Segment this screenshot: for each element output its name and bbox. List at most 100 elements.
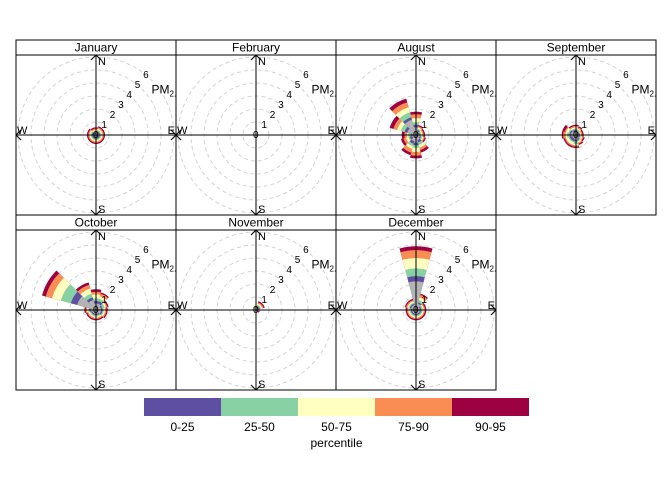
radial-tick-label: 5: [615, 80, 621, 91]
radial-tick-label: 2: [430, 110, 436, 121]
rose-wedge-mean: [93, 310, 96, 314]
rose-wedge-mean: [416, 131, 419, 135]
rose-wedge-mean: [570, 131, 576, 135]
compass-w: W: [497, 125, 508, 137]
legend: 0-25 25-50 50-75 75-90 90-95 percentile: [144, 398, 529, 450]
rose-wedge-mean: [572, 135, 576, 138]
compass-w: W: [17, 125, 28, 137]
radial-tick-label: 3: [438, 275, 444, 286]
radial-tick-label: 4: [286, 90, 292, 101]
compass-w: W: [17, 300, 28, 312]
arrow-north: [410, 55, 422, 61]
arrow-west: [336, 129, 342, 141]
panel-title: September: [547, 41, 606, 55]
radial-variable-label: PM2.5: [152, 82, 182, 98]
radial-variable-label: PM2.5: [472, 257, 502, 273]
radial-tick-label: 0: [253, 305, 259, 316]
radial-tick-label: 6: [463, 70, 469, 81]
arrow-east: [490, 129, 496, 141]
compass-e: E: [488, 125, 495, 137]
radial-tick-label: 0: [413, 130, 419, 141]
radial-tick-label: 6: [143, 245, 149, 256]
arrow-west: [16, 129, 22, 141]
rose-wedge-mean: [96, 310, 102, 314]
radial-variable-label: PM2.5: [152, 257, 182, 273]
radial-tick-label: 1: [101, 295, 107, 306]
rose-wedge-mean: [407, 128, 416, 135]
rose-wedge-mean: [573, 131, 576, 135]
arrow-east: [490, 304, 496, 316]
compass-e: E: [328, 125, 335, 137]
radial-tick-label: 2: [590, 110, 596, 121]
arrow-north: [570, 55, 582, 61]
arrow-south: [570, 209, 582, 215]
radial-tick-label: 0: [93, 305, 99, 316]
radial-tick-label: 3: [598, 100, 604, 111]
radial-tick-label: 2: [270, 110, 276, 121]
rose-wedge-mean: [404, 119, 416, 135]
radial-variable-label: PM2.5: [312, 257, 342, 273]
arrow-south: [410, 209, 422, 215]
radial-tick-label: 4: [126, 90, 132, 101]
radial-tick-label: 2: [110, 110, 116, 121]
arrow-north: [250, 230, 262, 236]
rose-wedge-mean: [96, 303, 101, 310]
rose-wedge-mean: [573, 135, 576, 139]
compass-w: W: [177, 125, 188, 137]
arrow-south: [250, 209, 262, 215]
compass-s: S: [578, 204, 585, 216]
panel-title: October: [75, 216, 118, 230]
compass-n: N: [418, 231, 426, 243]
legend-label: 90-95: [475, 420, 506, 434]
compass-e: E: [168, 125, 175, 137]
panel-title: December: [388, 216, 443, 230]
radial-tick-label: 1: [421, 120, 427, 131]
arrow-south: [250, 384, 262, 390]
arrow-north: [250, 55, 262, 61]
panel-title: August: [397, 41, 435, 55]
radial-tick-label: 1: [261, 295, 267, 306]
rose-wedge-mean: [416, 303, 421, 310]
radial-variable-label: PM2.5: [312, 82, 342, 98]
radial-tick-label: 2: [110, 285, 116, 296]
rose-wedge-mean: [92, 310, 96, 313]
arrow-south: [90, 209, 102, 215]
radial-tick-label: 4: [606, 90, 612, 101]
radial-tick-label: 5: [135, 80, 141, 91]
radial-variable-label: PM2.5: [632, 82, 662, 98]
radial-tick-label: 0: [413, 305, 419, 316]
arrow-east: [650, 129, 656, 141]
radial-tick-label: 1: [101, 120, 107, 131]
legend-title: percentile: [310, 436, 362, 450]
compass-s: S: [258, 204, 265, 216]
legend-swatch: [144, 398, 221, 416]
radial-tick-label: 6: [143, 70, 149, 81]
rose-wedge-mean: [416, 135, 420, 141]
compass-e: E: [488, 300, 495, 312]
compass-s: S: [258, 379, 265, 391]
radial-tick-label: 5: [455, 255, 461, 266]
legend-label: 25-50: [244, 420, 275, 434]
panel-title: February: [232, 41, 280, 55]
arrow-east: [170, 129, 176, 141]
compass-w: W: [337, 125, 348, 137]
arrow-south: [410, 384, 422, 390]
rose-wedge-mean: [77, 296, 96, 310]
arrow-south: [90, 384, 102, 390]
radial-tick-label: 5: [135, 255, 141, 266]
arrow-west: [336, 304, 342, 316]
radial-tick-label: 1: [581, 120, 587, 131]
compass-s: S: [418, 379, 425, 391]
radial-tick-label: 4: [446, 90, 452, 101]
radial-tick-label: 1: [261, 120, 267, 131]
